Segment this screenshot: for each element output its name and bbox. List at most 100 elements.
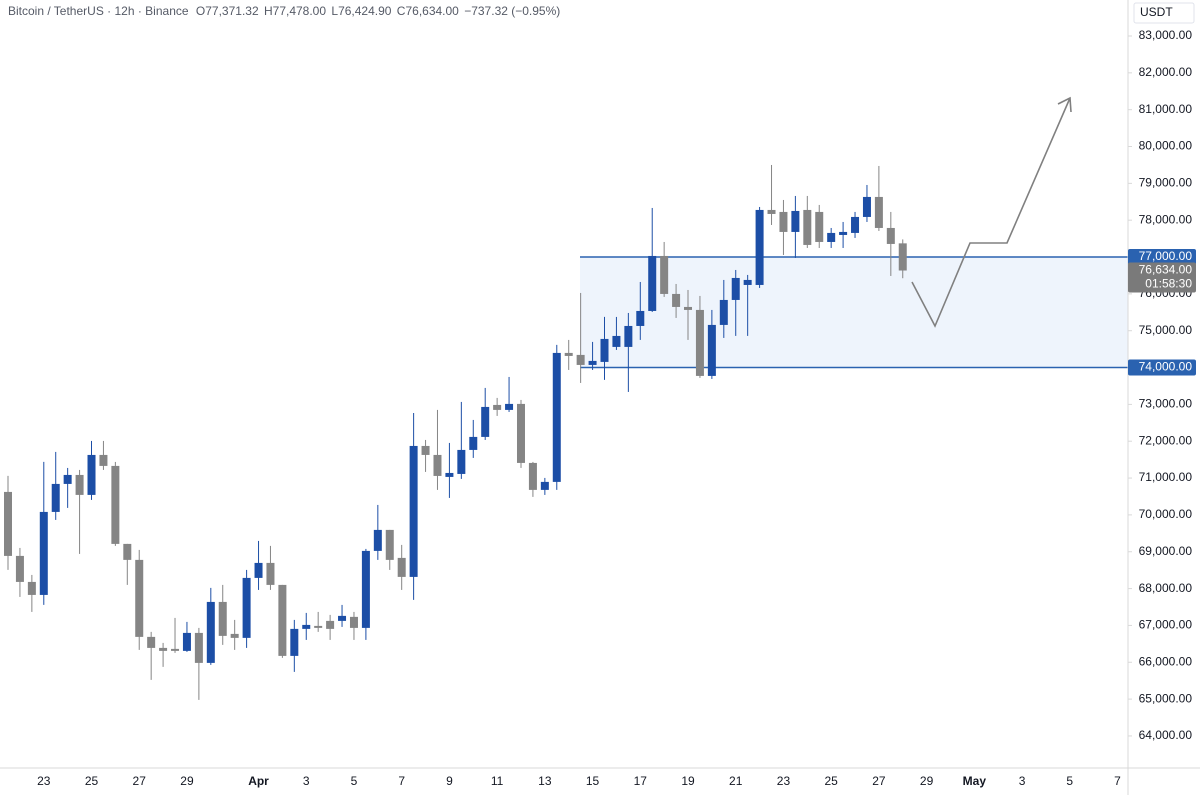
- y-tick-label: 79,000.00: [1139, 176, 1193, 190]
- x-tick-label: 19: [681, 774, 695, 788]
- x-tick-label: 11: [491, 774, 504, 788]
- y-tick-label: 67,000.00: [1139, 618, 1193, 632]
- x-tick-label: 17: [634, 774, 648, 788]
- x-tick-label: 29: [920, 774, 934, 788]
- price-axis-panel: [1128, 0, 1200, 795]
- candle-body: [803, 209, 812, 245]
- candle-body: [338, 615, 347, 621]
- candle-body: [743, 279, 752, 285]
- candle-body: [123, 543, 132, 560]
- candle-body: [862, 196, 871, 217]
- y-tick-label: 69,000.00: [1139, 544, 1193, 558]
- y-tick-label: 71,000.00: [1139, 470, 1193, 484]
- candle-body: [624, 325, 633, 347]
- high-value: 77,478.00: [273, 4, 327, 18]
- level-label: 77,000.00: [1139, 249, 1193, 263]
- candle-body: [266, 562, 275, 585]
- zone: [580, 257, 1128, 368]
- candle-body: [457, 449, 466, 474]
- candle-body: [469, 436, 478, 450]
- high-label: H: [264, 4, 273, 18]
- level-label-box: [1128, 249, 1196, 266]
- y-tick-label: 66,000.00: [1139, 654, 1193, 668]
- zone-layer: [580, 256, 1128, 369]
- candle-body: [361, 550, 370, 628]
- candle-body: [636, 310, 645, 326]
- y-tick-label: 81,000.00: [1139, 102, 1193, 116]
- y-tick-label: 68,000.00: [1139, 581, 1193, 595]
- axis-layer: 23 25 27 29 Apr 3 5 7 9 11 13 15 17 19 21 23 25 27 29 May 3 5…: [37, 28, 1196, 788]
- last-price-box: [1128, 262, 1196, 293]
- candle-body: [886, 227, 895, 244]
- candle-body: [159, 647, 168, 651]
- candle-body: [135, 559, 144, 637]
- open-value: 77,371.32: [205, 4, 259, 18]
- candle-body: [171, 648, 180, 651]
- x-tick-label: 7: [1114, 774, 1121, 788]
- candle-body: [218, 601, 227, 636]
- candle-body: [576, 354, 585, 365]
- countdown: 01:58:30: [1145, 277, 1192, 291]
- candle-body: [612, 335, 621, 347]
- candle-body: [278, 584, 287, 656]
- candle-body: [373, 529, 382, 551]
- candle-body: [707, 324, 716, 376]
- candle-body: [433, 454, 442, 476]
- candle-body: [874, 196, 883, 228]
- candle-body: [445, 472, 454, 477]
- open-label: O: [196, 4, 205, 18]
- x-tick-label: May: [963, 774, 987, 788]
- low-value: 76,424.90: [338, 4, 392, 18]
- candle-body: [87, 454, 96, 495]
- low-label: L: [331, 4, 338, 18]
- x-tick-label: 7: [398, 774, 405, 788]
- candle-body: [75, 474, 84, 495]
- candle-body: [182, 632, 191, 651]
- candle-body: [755, 209, 764, 285]
- y-tick-label: 82,000.00: [1139, 65, 1193, 79]
- level-label: 74,000.00: [1139, 360, 1193, 374]
- candle-body: [4, 491, 12, 556]
- last-price-label: 76,634.00: [1139, 263, 1193, 277]
- x-tick-label: 25: [824, 774, 838, 788]
- candle-body: [731, 277, 740, 300]
- candle-body: [15, 555, 24, 582]
- symbol: Bitcoin / TetherUS · 12h · Binance: [8, 4, 189, 18]
- candle-body: [409, 445, 418, 577]
- candle-body: [27, 581, 36, 595]
- x-tick-label: 25: [85, 774, 99, 788]
- x-tick-label: Apr: [248, 774, 269, 788]
- x-tick-label: 13: [538, 774, 552, 788]
- y-tick-label: 73,000.00: [1139, 397, 1193, 411]
- x-tick-label: 5: [351, 774, 358, 788]
- candle-body: [326, 620, 335, 629]
- candle-body: [194, 632, 203, 663]
- candle-body: [39, 511, 48, 595]
- candle-body: [540, 481, 549, 490]
- x-tick-label: 15: [586, 774, 600, 788]
- candle-layer: [4, 164, 907, 700]
- candle-body: [588, 360, 597, 365]
- candle-body: [51, 483, 60, 512]
- x-tick-label: 3: [1019, 774, 1026, 788]
- candle-body: [564, 352, 573, 356]
- close-label: C: [397, 4, 406, 18]
- y-tick-label: 80,000.00: [1139, 139, 1193, 153]
- y-tick-label: 72,000.00: [1139, 433, 1193, 447]
- candle-body: [111, 465, 120, 544]
- header: Bitcoin / TetherUS · 12h · Binance O77,3…: [8, 4, 560, 18]
- candle-body: [552, 352, 561, 482]
- candle-body: [99, 454, 108, 466]
- candle-body: [290, 628, 299, 656]
- change: −737.32 (−0.95%): [464, 4, 560, 18]
- candle-body: [230, 633, 239, 638]
- candle-body: [505, 403, 514, 410]
- candle-body: [791, 210, 800, 232]
- level-label-box: [1128, 359, 1196, 376]
- currency-box: [1133, 2, 1195, 24]
- candle-body: [827, 232, 836, 242]
- candle-body: [528, 462, 537, 490]
